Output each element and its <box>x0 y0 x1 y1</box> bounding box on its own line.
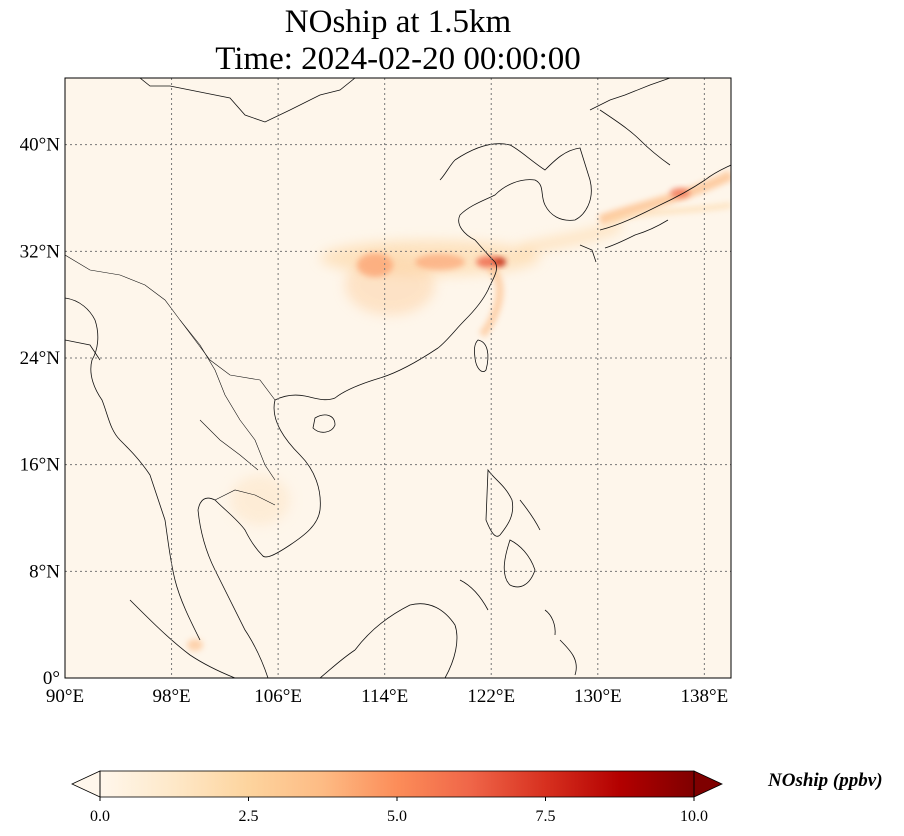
lon-tick-label: 90°E <box>46 686 84 707</box>
colorbar-tick-label: 10.0 <box>680 808 708 825</box>
lon-tick-labels: 90°E 98°E 106°E 114°E 122°E 130°E 138°E <box>46 686 728 707</box>
map-frame <box>64 77 732 679</box>
map-time-subtitle: Time: 2024-02-20 00:00:00 <box>215 41 581 77</box>
lat-tick-label: 32°N <box>20 241 61 262</box>
lon-tick-label: 138°E <box>681 686 729 707</box>
lon-tick-label: 114°E <box>361 686 408 707</box>
colorbar-extend-high <box>693 770 723 798</box>
lon-tick-label: 106°E <box>254 686 302 707</box>
map-title: NOship at 1.5km <box>284 4 512 40</box>
lat-tick-label: 8°N <box>29 561 60 582</box>
lat-tick-labels: 40°N 32°N 24°N 16°N 8°N 0° <box>20 135 61 689</box>
colorbar-tick-label: 0.0 <box>90 808 110 825</box>
lat-tick-label: 24°N <box>20 348 61 369</box>
lat-tick-label: 40°N <box>20 135 61 156</box>
coastlines <box>65 78 731 678</box>
colorbar-label: NOship (ppbv) <box>768 770 883 791</box>
colorbar-gradient <box>100 771 694 797</box>
colorbar-tick-label: 5.0 <box>387 808 407 825</box>
gridlines <box>65 78 731 678</box>
lat-tick-label: 16°N <box>20 455 61 476</box>
concentration-field <box>187 170 731 651</box>
colorbar-extend-low <box>71 770 101 798</box>
lon-tick-label: 122°E <box>467 686 515 707</box>
lon-tick-label: 98°E <box>152 686 190 707</box>
map-plot-area <box>65 78 731 678</box>
colorbar-tick-label: 7.5 <box>536 808 556 825</box>
colorbar-tick-label: 2.5 <box>239 808 259 825</box>
colorbar: 0.0 2.5 5.0 7.5 10.0 <box>71 770 723 825</box>
lat-tick-label: 0° <box>43 668 60 689</box>
lon-tick-label: 130°E <box>574 686 622 707</box>
